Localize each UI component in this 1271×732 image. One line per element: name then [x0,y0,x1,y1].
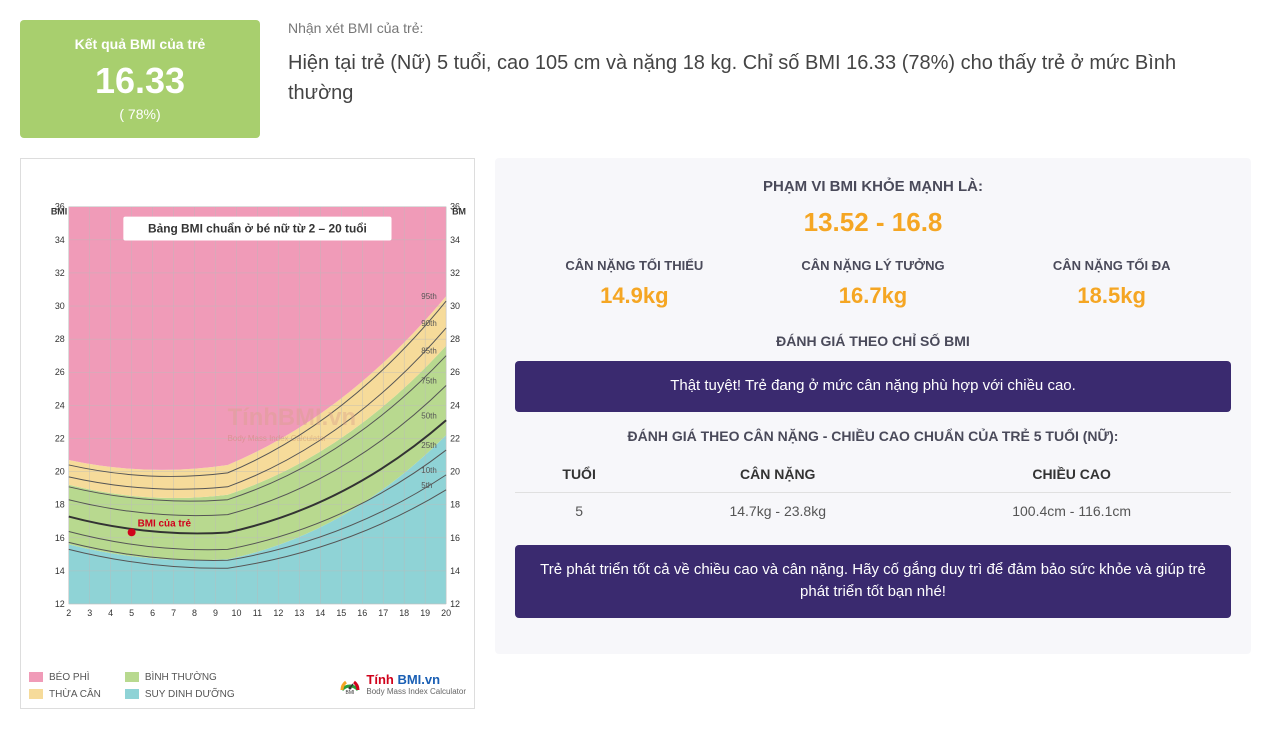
svg-text:20: 20 [55,467,65,477]
svg-text:95th: 95th [421,292,436,301]
bmi-growth-chart: Bảng BMI chuẩn ở bé nữ từ 2 – 20 tuổi Tí… [20,158,475,709]
svg-text:7: 7 [171,608,176,618]
weight-min: CÂN NẶNG TỐI THIỂU 14.9kg [515,258,754,309]
standard-table: TUỔI CÂN NẶNG CHIỀU CAO 5 14.7kg - 23.8k… [515,456,1231,529]
brand-name: Tính BMI.vn [366,672,466,687]
eval-standard-title: ĐÁNH GIÁ THEO CÂN NẶNG - CHIỀU CAO CHUẨN… [515,428,1231,444]
svg-text:6: 6 [150,608,155,618]
svg-text:BMI: BMI [346,690,355,696]
svg-text:28: 28 [450,334,460,344]
svg-text:20: 20 [450,467,460,477]
svg-text:36: 36 [450,202,460,212]
chart-column: Bảng BMI chuẩn ở bé nữ từ 2 – 20 tuổi Tí… [20,158,475,709]
brand-sub: Body Mass Index Calculator [366,687,466,696]
svg-text:14: 14 [450,566,460,576]
svg-text:14: 14 [55,566,65,576]
weight-max: CÂN NẶNG TỐI ĐA 18.5kg [992,258,1231,309]
svg-text:30: 30 [450,301,460,311]
table-header-height: CHIỀU CAO [912,456,1231,493]
svg-text:36: 36 [55,202,65,212]
svg-text:50th: 50th [421,411,436,420]
healthy-range-title: PHẠM VI BMI KHỎE MẠNH LÀ: [515,178,1231,195]
svg-text:20: 20 [441,608,451,618]
svg-text:13: 13 [294,608,304,618]
svg-text:32: 32 [55,268,65,278]
healthy-range-value: 13.52 - 16.8 [515,207,1231,238]
eval-bmi-message: Thật tuyệt! Trẻ đang ở mức cân nặng phù … [515,361,1231,412]
legend-underweight: SUY DINH DƯỠNG [125,689,235,700]
svg-text:11: 11 [253,608,262,618]
svg-text:75th: 75th [421,377,436,386]
bmi-description: Nhận xét BMI của trẻ: Hiện tại trẻ (Nữ) … [280,20,1251,138]
svg-text:34: 34 [450,235,460,245]
svg-text:10: 10 [231,608,241,618]
bmi-result-container: Kết quả BMI của trẻ 16.33 ( 78%) Nhận xé… [20,20,1251,709]
svg-text:26: 26 [450,367,460,377]
chart-title: Bảng BMI chuẩn ở bé nữ từ 2 – 20 tuổi [148,222,367,236]
svg-text:34: 34 [55,235,65,245]
svg-text:28: 28 [55,334,65,344]
legend-overweight: THỪA CÂN [29,689,101,700]
bmi-result-value: 16.33 [44,60,236,102]
eval-standard-message: Trẻ phát triển tốt cả về chiều cao và câ… [515,545,1231,618]
svg-text:16: 16 [357,608,367,618]
top-row: Kết quả BMI của trẻ 16.33 ( 78%) Nhận xé… [20,20,1251,138]
bmi-result-box: Kết quả BMI của trẻ 16.33 ( 78%) [20,20,260,138]
svg-text:TínhBMI.vn: TínhBMI.vn [228,404,356,431]
chart-svg: Bảng BMI chuẩn ở bé nữ từ 2 – 20 tuổi Tí… [29,167,466,664]
svg-text:5th: 5th [421,481,432,490]
bmi-description-text: Hiện tại trẻ (Nữ) 5 tuổi, cao 105 cm và … [288,48,1243,108]
svg-text:16: 16 [450,533,460,543]
svg-text:12: 12 [450,599,460,609]
svg-text:25th: 25th [421,441,436,450]
svg-text:12: 12 [273,608,283,618]
table-row: 5 14.7kg - 23.8kg 100.4cm - 116.1cm [515,492,1231,529]
chart-legend: BÉO PHÌ THỪA CÂN BÌNH THƯỜNG [29,672,466,700]
bmi-result-percent: ( 78%) [44,106,236,122]
gauge-icon: BMI [338,672,362,696]
svg-text:10th: 10th [421,466,436,475]
svg-text:18: 18 [450,500,460,510]
bmi-description-sublabel: Nhận xét BMI của trẻ: [288,20,1243,36]
svg-text:12: 12 [55,599,65,609]
svg-text:15: 15 [336,608,346,618]
svg-text:22: 22 [55,433,65,443]
svg-text:9: 9 [213,608,218,618]
svg-text:24: 24 [55,400,65,410]
svg-text:Body Mass Index Calculator: Body Mass Index Calculator [228,434,327,443]
svg-text:85th: 85th [421,347,436,356]
svg-text:8: 8 [192,608,197,618]
weight-stats: CÂN NẶNG TỐI THIỂU 14.9kg CÂN NẶNG LÝ TƯ… [515,258,1231,309]
svg-text:26: 26 [55,367,65,377]
lower-section: Bảng BMI chuẩn ở bé nữ từ 2 – 20 tuổi Tí… [20,158,1251,709]
svg-text:14: 14 [315,608,325,618]
svg-text:3: 3 [87,608,92,618]
svg-text:BMI của trẻ: BMI của trẻ [138,518,192,529]
svg-text:32: 32 [450,268,460,278]
svg-text:18: 18 [399,608,409,618]
weight-ideal: CÂN NẶNG LÝ TƯỞNG 16.7kg [754,258,993,309]
svg-text:2: 2 [66,608,71,618]
svg-text:24: 24 [450,400,460,410]
svg-text:17: 17 [378,608,388,618]
info-panel: PHẠM VI BMI KHỎE MẠNH LÀ: 13.52 - 16.8 C… [495,158,1251,654]
svg-text:5: 5 [129,608,134,618]
svg-text:4: 4 [108,608,113,618]
svg-text:22: 22 [450,433,460,443]
table-header-age: TUỔI [515,456,643,493]
svg-text:16: 16 [55,533,65,543]
svg-text:90th: 90th [421,319,436,328]
svg-text:18: 18 [55,500,65,510]
eval-bmi-title: ĐÁNH GIÁ THEO CHỈ SỐ BMI [515,333,1231,349]
svg-text:30: 30 [55,301,65,311]
bmi-result-label: Kết quả BMI của trẻ [44,36,236,52]
brand-logo: BMI Tính BMI.vn Body Mass Index Calculat… [338,672,466,696]
table-header-weight: CÂN NẶNG [643,456,912,493]
svg-text:19: 19 [420,608,430,618]
legend-obese: BÉO PHÌ [29,672,101,683]
legend-normal: BÌNH THƯỜNG [125,672,235,683]
